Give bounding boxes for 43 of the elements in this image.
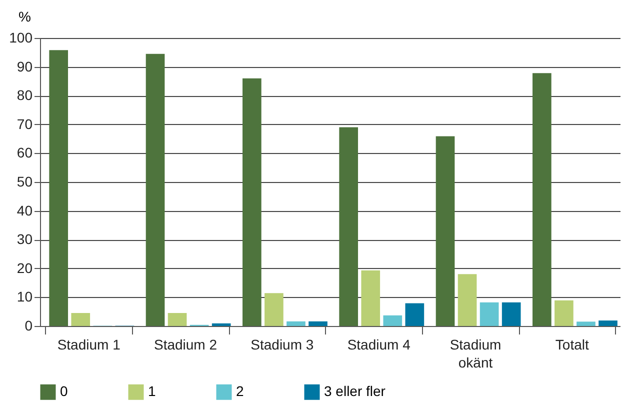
bar (168, 313, 187, 326)
x-tick-label: Stadium 1 (57, 336, 121, 352)
legend-label: 1 (148, 383, 156, 400)
y-tick-label: 40 (16, 202, 33, 218)
legend-label: 0 (60, 383, 68, 400)
x-tick-label: Stadium 2 (154, 336, 218, 352)
bar (554, 300, 574, 326)
y-tick-label: 30 (16, 231, 33, 248)
y-tick-label: 80 (16, 87, 33, 104)
bar (71, 313, 90, 326)
bar (383, 315, 402, 326)
y-tick-label: 90 (16, 58, 33, 74)
bar (598, 320, 618, 326)
bar (212, 323, 231, 326)
bar (146, 54, 165, 326)
y-tick-label: 50 (16, 174, 33, 190)
bar (532, 73, 552, 326)
bar (286, 321, 306, 326)
bar (502, 302, 521, 326)
bar (308, 321, 328, 326)
x-tick-label: Stadium 3 (250, 336, 314, 352)
bar (339, 127, 358, 326)
y-tick-label: 10 (16, 288, 33, 305)
bar (576, 322, 596, 326)
x-tick-label: Stadium 4 (347, 336, 411, 352)
bar (242, 78, 262, 326)
bar (480, 302, 499, 326)
y-tick-label: 100 (9, 30, 33, 46)
bar (49, 50, 68, 326)
y-tick-label: 20 (16, 260, 33, 276)
bar (264, 293, 284, 326)
legend-label: 3 eller fler (324, 383, 386, 400)
legend-label: 2 (236, 383, 244, 400)
y-tick-label: 0 (24, 318, 33, 334)
bar (436, 136, 455, 326)
bar (361, 270, 380, 326)
y-axis-title: % (18, 8, 31, 24)
x-tick-label: Totalt (555, 336, 590, 352)
bar (458, 274, 477, 326)
bar (405, 303, 424, 326)
y-tick-label: 70 (16, 116, 33, 132)
x-tick-label: Stadium okänt (450, 336, 502, 370)
y-tick-label: 60 (16, 144, 33, 161)
